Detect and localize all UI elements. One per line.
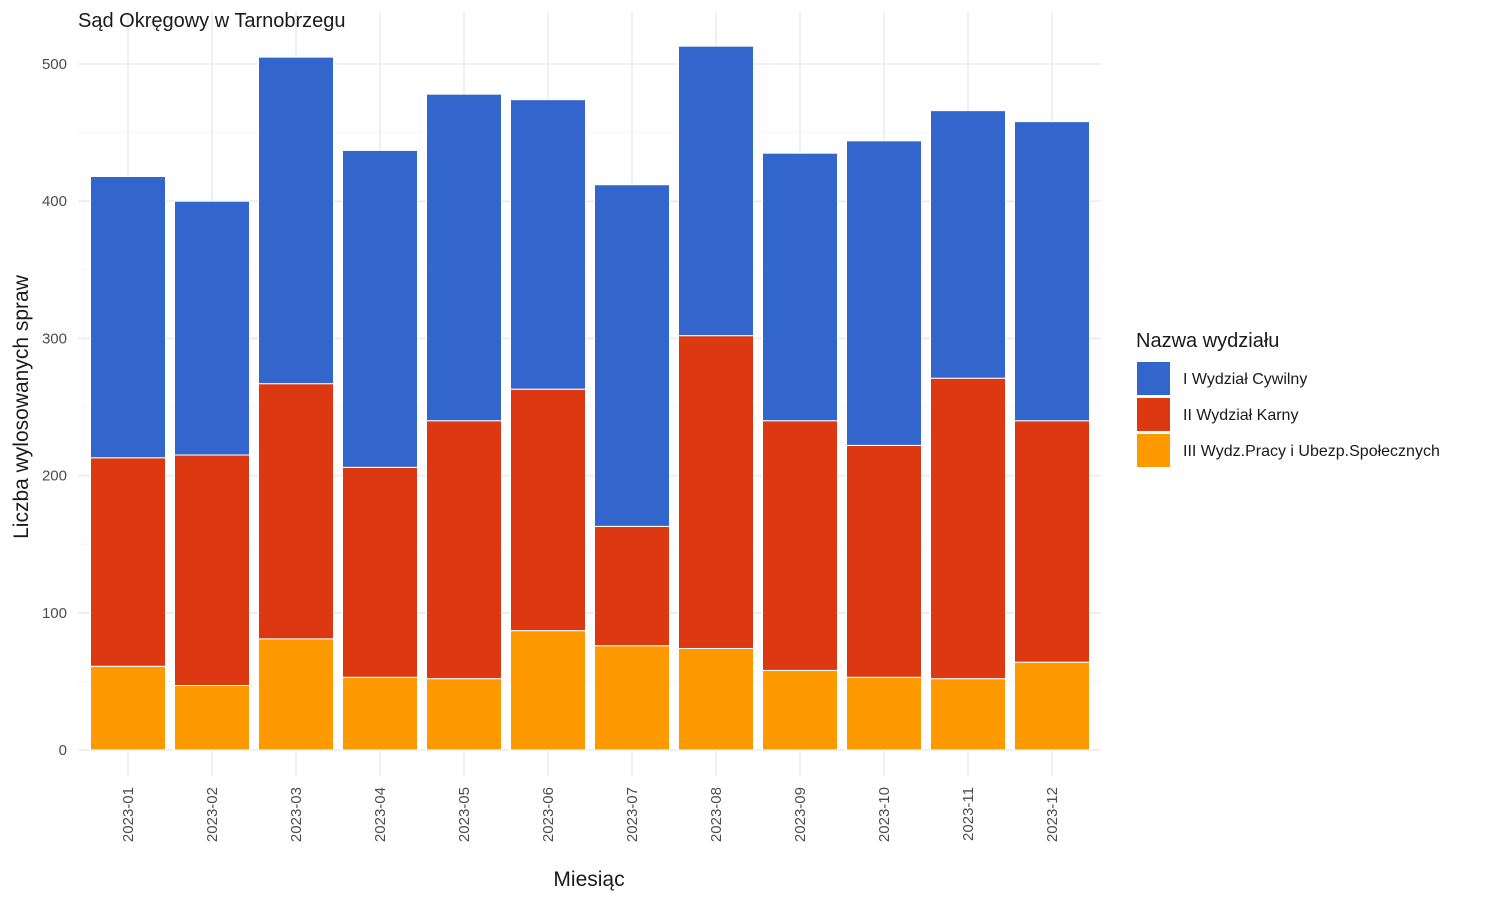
bar-segment [762, 669, 838, 751]
bar-stack [90, 176, 166, 751]
bar-segment [930, 678, 1006, 751]
bar-segment [594, 525, 670, 647]
bar-stack [762, 152, 838, 751]
bar-segment [510, 630, 586, 751]
x-tick-label: 2023-02 [204, 787, 221, 842]
bar-stack [846, 140, 922, 751]
bar-segment [1014, 121, 1090, 422]
bar-segment [342, 466, 418, 678]
bar-segment [678, 335, 754, 649]
bar-segment [426, 420, 502, 680]
bar-segment [90, 665, 166, 751]
bar-segment [930, 110, 1006, 379]
legend-label: III Wydz.Pracy i Ubezp.Społecznych [1183, 443, 1440, 460]
legend-title: Nazwa wydziału [1136, 330, 1279, 352]
x-tick-label: 2023-04 [372, 787, 389, 842]
y-tick-label: 300 [42, 330, 67, 347]
bar-segment [258, 638, 334, 751]
y-axis-title: Liczba wylosowanych spraw [10, 274, 33, 539]
chart-title: Sąd Okręgowy w Tarnobrzegu [78, 10, 346, 32]
legend-swatch [1137, 362, 1170, 395]
x-axis-ticks: 2023-01 2023-02 2023-03 2023-04 2023-05 2023-… [120, 787, 1061, 842]
x-tick-label: 2023-09 [792, 787, 809, 842]
y-tick-label: 0 [59, 742, 67, 759]
bar-segment [678, 647, 754, 751]
bar-segment [846, 140, 922, 446]
bar-segment [762, 420, 838, 671]
legend-item: I Wydział Cywilny [1137, 362, 1307, 395]
legend-item: II Wydział Karny [1137, 398, 1298, 431]
bar-segment [762, 152, 838, 422]
bar-segment [594, 184, 670, 527]
bar-segment [930, 377, 1006, 680]
bar-segment [258, 56, 334, 385]
bar-segment [90, 176, 166, 459]
bar-stack [930, 110, 1006, 751]
bar-stack [1014, 121, 1090, 751]
x-axis-title: Miesiąc [553, 868, 624, 891]
bar-segment [426, 93, 502, 422]
bar-segment [174, 200, 250, 456]
bar-segment [510, 99, 586, 390]
bar-stack [174, 200, 250, 751]
y-tick-label: 400 [42, 193, 67, 210]
x-tick-label: 2023-07 [624, 787, 641, 842]
bar-segment [342, 676, 418, 751]
bar-segment [174, 454, 250, 687]
x-tick-label: 2023-10 [876, 787, 893, 842]
x-tick-label: 2023-11 [960, 787, 977, 841]
bar-segment [510, 388, 586, 632]
x-tick-label: 2023-03 [288, 787, 305, 842]
bar-segment [426, 678, 502, 751]
bar-segment [594, 645, 670, 751]
bar-segment [1014, 661, 1090, 751]
bar-segment [846, 676, 922, 751]
legend-label: I Wydział Cywilny [1183, 371, 1307, 388]
x-tick-label: 2023-12 [1044, 787, 1061, 842]
bar-segment [846, 444, 922, 678]
bar-segment [174, 685, 250, 751]
bar-stack [426, 93, 502, 751]
bar-stack [342, 149, 418, 751]
bar-segment [342, 149, 418, 468]
legend: Nazwa wydziału I Wydział Cywilny II Wydzi… [1136, 330, 1440, 467]
y-tick-label: 500 [42, 56, 67, 73]
y-tick-label: 100 [42, 605, 67, 622]
legend-item: III Wydz.Pracy i Ubezp.Społecznych [1137, 434, 1440, 467]
y-tick-label: 200 [42, 468, 67, 485]
bar-stack [258, 56, 334, 751]
x-tick-label: 2023-08 [708, 787, 725, 842]
x-tick-label: 2023-06 [540, 787, 557, 842]
x-tick-label: 2023-01 [120, 787, 137, 842]
bar-stack [678, 45, 754, 751]
legend-swatch [1137, 398, 1170, 431]
bar-segment [678, 45, 754, 337]
y-axis-ticks: 0 100 200 300 400 500 [42, 56, 67, 759]
legend-swatch [1137, 434, 1170, 467]
bar-stack [510, 99, 586, 751]
bar-segment [1014, 420, 1090, 663]
bars [90, 45, 1090, 751]
bar-segment [90, 457, 166, 667]
legend-label: II Wydział Karny [1183, 407, 1298, 424]
bar-segment [258, 383, 334, 640]
legend-items: I Wydział Cywilny II Wydział Karny III Wyd… [1137, 362, 1440, 467]
bar-stack [594, 184, 670, 751]
x-tick-label: 2023-05 [456, 787, 473, 842]
